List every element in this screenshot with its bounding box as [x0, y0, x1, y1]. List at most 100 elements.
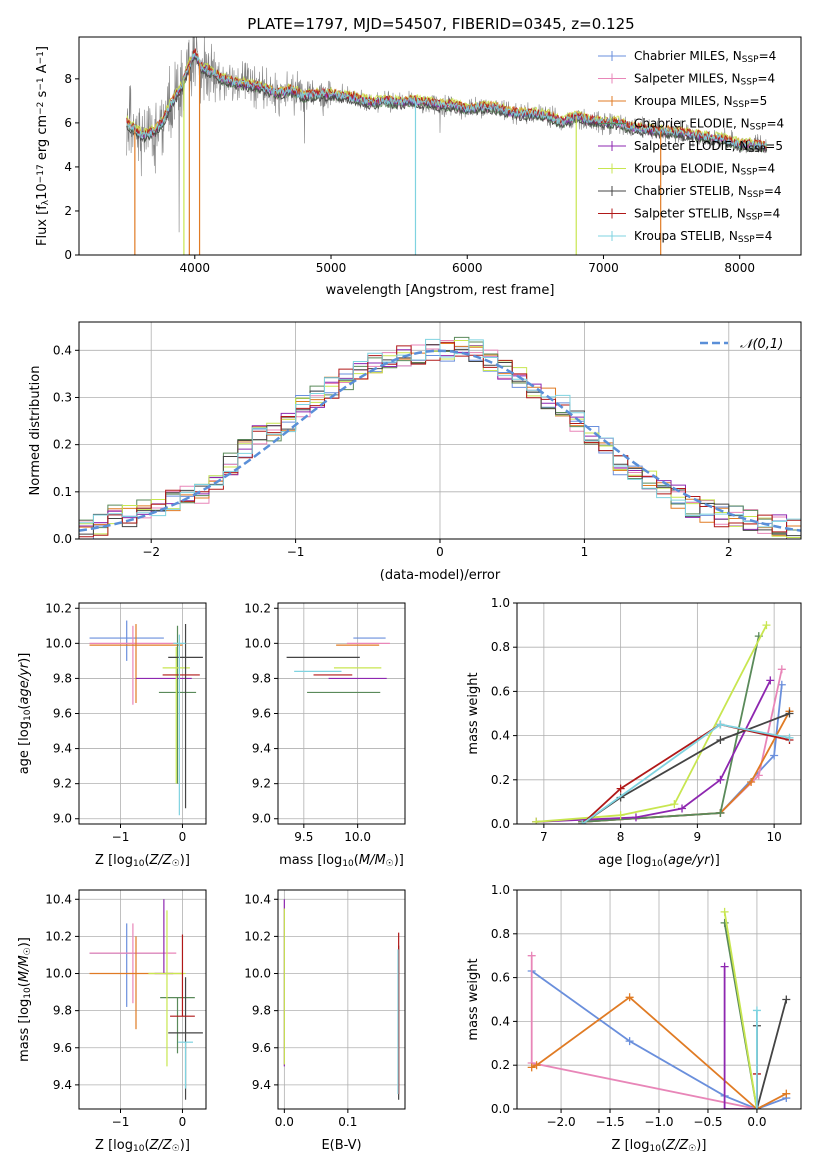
plot-area — [532, 621, 794, 824]
weight-marker — [716, 775, 725, 784]
axes-frame — [78, 321, 802, 540]
weight-marker — [777, 665, 786, 674]
weight-marker — [532, 1061, 541, 1070]
y-tick-label: 0.6 — [491, 684, 510, 698]
y-tick-label: 10.2 — [45, 601, 72, 615]
y-tick-label: 10.4 — [244, 892, 271, 906]
weight-marker — [631, 813, 640, 822]
panel-mass-vs-EBV: 0.0 0.1 9.4 9.6 9.8 10.0 10.2 10.4 E(B-V) — [244, 889, 406, 1153]
weight-marker — [770, 751, 779, 760]
weight-marker — [527, 951, 536, 960]
y-tick-label: 9.0 — [53, 812, 72, 826]
weight-marker — [625, 993, 634, 1002]
weight-marker — [716, 808, 725, 817]
weight-line — [581, 723, 790, 824]
plot-area — [89, 620, 203, 816]
y-tick-label: 0.0 — [491, 817, 510, 831]
y-tick-label: 1.0 — [491, 883, 510, 897]
y-tick-label: 10.2 — [244, 929, 271, 943]
y-tick-label: 10.4 — [45, 892, 72, 906]
weight-marker — [782, 995, 791, 1004]
legend-label: Chabrier STELIB, NSSP=4 — [634, 184, 782, 200]
weight-marker — [716, 736, 725, 745]
errorbar-point — [160, 997, 195, 1054]
weight-line — [536, 624, 768, 823]
y-tick-label: 10.0 — [45, 967, 72, 981]
panel-weight-vs-Z: −2.0 −1.5 −1.0 −0.5 0.0 0.0 0.2 0.4 0.6 0.8 1.0 Z [… — [466, 883, 802, 1154]
y-tick-label: 9.4 — [53, 742, 72, 756]
y-axis-label: Flux [fλ10−17 erg cm−2 s−1 A−1] — [35, 46, 51, 246]
y-tick-label: 9.8 — [53, 671, 72, 685]
weight-marker — [616, 811, 625, 820]
y-tick-label: 9.0 — [252, 812, 271, 826]
panel-mass-vs-Z: −1 0 9.4 9.6 9.8 10.0 10.2 10.4 Z [log10(Z/Z☉)] m… — [17, 889, 207, 1154]
y-tick-label: 0.8 — [491, 927, 510, 941]
y-tick-label: 9.6 — [53, 707, 72, 721]
legend-label: Kroupa STELIB, NSSP=4 — [634, 229, 772, 245]
y-tick-label: 0.4 — [491, 729, 510, 743]
legend-label: Kroupa MILES, NSSP=5 — [634, 94, 767, 110]
y-axis-label: mass weight — [466, 958, 481, 1040]
weight-marker — [625, 1037, 634, 1046]
weight-marker — [782, 1089, 791, 1098]
errorbar-point — [168, 624, 203, 809]
x-tick-label: −0.5 — [693, 1115, 722, 1129]
y-tick-label: 0.4 — [53, 343, 72, 357]
y-tick-label: 0.6 — [491, 971, 510, 985]
x-tick-label: 0.0 — [747, 1115, 766, 1129]
y-tick-label: 6 — [64, 116, 72, 130]
x-tick-label: 0 — [179, 1115, 187, 1129]
y-tick-label: 0.3 — [53, 390, 72, 404]
weight-marker — [785, 733, 794, 742]
y-axis-label: mass weight — [466, 672, 481, 754]
errorbar-point — [89, 625, 177, 705]
x-tick-label: 2 — [725, 545, 733, 559]
figure-title: PLATE=1797, MJD=54507, FIBERID=0345, z=0… — [247, 15, 634, 33]
weight-marker — [785, 709, 794, 718]
x-axis-label: E(B-V) — [321, 1138, 361, 1153]
y-tick-label: 1.0 — [491, 596, 510, 610]
x-axis-label: (data-model)/error — [380, 568, 501, 583]
legend-label: Chabrier ELODIE, NSSP=4 — [634, 117, 784, 133]
plot-area — [79, 336, 801, 539]
errorbar-point — [89, 936, 183, 1030]
x-tick-label: 0 — [436, 545, 444, 559]
y-tick-label: 10.2 — [244, 601, 271, 615]
plot-area — [126, 37, 768, 255]
weight-line — [536, 679, 772, 823]
weight-marker — [716, 720, 725, 729]
x-tick-label: 8000 — [724, 261, 755, 275]
weight-marker — [616, 784, 625, 793]
y-tick-label: 0.1 — [53, 485, 72, 499]
y-tick-label: 9.4 — [252, 1078, 271, 1092]
weight-marker — [720, 1105, 729, 1109]
y-tick-label: 4 — [64, 160, 72, 174]
y-tick-label: 9.8 — [252, 671, 271, 685]
errorbar-point — [158, 625, 197, 784]
panel-age-vs-mass: 9.5 10.0 9.0 9.2 9.4 9.6 9.8 10.0 10.2 mass [log1… — [244, 601, 406, 869]
errorbar-point — [170, 934, 195, 1017]
x-axis-label: wavelength [Angstrom, rest frame] — [326, 283, 555, 298]
y-tick-label: 9.6 — [252, 1041, 271, 1055]
x-tick-label: 9.5 — [294, 830, 313, 844]
weight-marker — [747, 778, 756, 787]
weight-marker — [752, 1105, 761, 1109]
y-axis-label: mass [log10(M/M☉)] — [17, 937, 33, 1062]
y-tick-label: 0.8 — [491, 640, 510, 654]
x-tick-label: 8 — [617, 830, 625, 844]
x-tick-label: 10.0 — [344, 830, 371, 844]
x-tick-label: 0.0 — [275, 1115, 294, 1129]
errorbar-point — [173, 634, 186, 816]
legend-label: Salpeter STELIB, NSSP=4 — [634, 207, 780, 223]
x-tick-label: −2.0 — [546, 1115, 575, 1129]
errorbar-point — [148, 910, 186, 1067]
x-tick-label: 10 — [766, 830, 781, 844]
x-tick-label: 9 — [694, 830, 702, 844]
x-tick-label: −2 — [142, 545, 160, 559]
legend-label: Salpeter ELODIE, NSSP=5 — [634, 139, 783, 155]
x-axis-label: age [log10(age/yr)] — [598, 853, 720, 869]
x-tick-label: 7 — [540, 830, 548, 844]
y-tick-label: 9.6 — [252, 707, 271, 721]
weight-line — [582, 669, 783, 823]
weight-marker — [578, 820, 587, 824]
